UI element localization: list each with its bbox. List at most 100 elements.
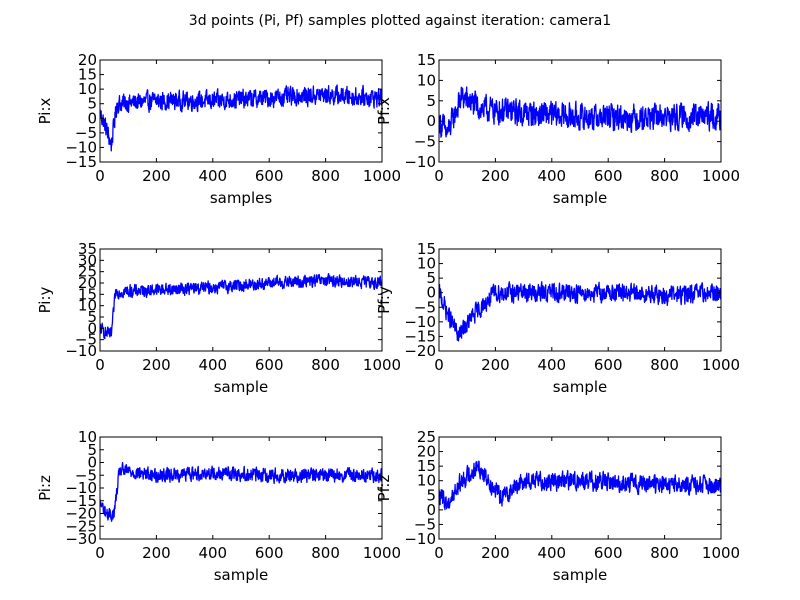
y-tick-label: 0 bbox=[426, 112, 436, 130]
y-tick-label: 15 bbox=[78, 66, 97, 84]
x-tick-label: 1000 bbox=[702, 167, 740, 185]
y-axis-label: Pf:z bbox=[375, 475, 393, 502]
axes-frame bbox=[438, 59, 722, 163]
subplot-6: 0 200 400 600 800 1000−10−50510152025samplePf… bbox=[375, 428, 740, 584]
y-tick-label: 15 bbox=[417, 457, 436, 475]
y-tick-label: −5 bbox=[414, 298, 436, 316]
x-tick-label: 200 bbox=[481, 356, 510, 374]
y-tick-label: 10 bbox=[78, 297, 97, 315]
y-tick-label: −30 bbox=[65, 530, 97, 548]
x-axis-label: sample bbox=[214, 378, 269, 396]
y-tick-label: 0 bbox=[426, 284, 436, 302]
y-tick-label: 5 bbox=[87, 441, 97, 459]
x-tick-label: 0 bbox=[95, 167, 105, 185]
y-axis-label: Pi:y bbox=[36, 286, 54, 313]
series-line bbox=[439, 460, 721, 511]
y-tick-label: −20 bbox=[404, 342, 436, 360]
y-tick-label: −10 bbox=[65, 138, 97, 156]
x-tick-label: 1000 bbox=[363, 544, 401, 562]
subplot-5: 0 200 400 600 800 1000−30−25−20−15−10−50510sa… bbox=[36, 428, 401, 584]
x-tick-label: 400 bbox=[198, 167, 227, 185]
x-tick-label: 600 bbox=[594, 167, 623, 185]
y-tick-label: −5 bbox=[414, 515, 436, 533]
y-tick-label: 10 bbox=[417, 255, 436, 273]
axes-frame bbox=[438, 248, 722, 352]
y-tick-label: −5 bbox=[75, 466, 97, 484]
x-tick-label: 400 bbox=[537, 544, 566, 562]
y-tick-label: 25 bbox=[417, 428, 436, 446]
y-tick-label: −10 bbox=[404, 313, 436, 331]
x-tick-label: 1000 bbox=[363, 167, 401, 185]
y-tick-label: 20 bbox=[78, 51, 97, 69]
series-line bbox=[439, 281, 721, 342]
x-tick-label: 400 bbox=[537, 356, 566, 374]
y-tick-label: 10 bbox=[417, 472, 436, 490]
x-tick-label: 600 bbox=[255, 167, 284, 185]
y-axis-label: Pi:z bbox=[36, 475, 54, 501]
x-tick-label: 800 bbox=[650, 356, 679, 374]
series-line bbox=[100, 272, 382, 340]
y-tick-label: −15 bbox=[65, 492, 97, 510]
axes-frame bbox=[99, 248, 383, 352]
x-tick-label: 200 bbox=[481, 167, 510, 185]
y-tick-label: 10 bbox=[417, 71, 436, 89]
x-axis-label: sample bbox=[553, 566, 608, 584]
x-tick-label: 200 bbox=[481, 544, 510, 562]
y-tick-label: 20 bbox=[78, 274, 97, 292]
axes-frame bbox=[99, 59, 383, 163]
figure-title: 3d points (Pi, Pf) samples plotted again… bbox=[189, 13, 611, 29]
x-axis-label: sample bbox=[214, 566, 269, 584]
y-tick-label: 20 bbox=[417, 443, 436, 461]
y-tick-label: 0 bbox=[87, 109, 97, 127]
y-tick-label: −5 bbox=[414, 133, 436, 151]
x-tick-label: 200 bbox=[142, 167, 171, 185]
y-tick-label: −5 bbox=[75, 124, 97, 142]
x-tick-label: 1000 bbox=[702, 544, 740, 562]
y-tick-label: 0 bbox=[426, 501, 436, 519]
y-tick-label: 10 bbox=[78, 80, 97, 98]
x-tick-label: 400 bbox=[537, 167, 566, 185]
y-tick-label: −15 bbox=[65, 153, 97, 171]
subplot-4: 0 200 400 600 800 1000−20−15−10−5051015sample… bbox=[375, 240, 740, 396]
y-tick-label: −10 bbox=[65, 479, 97, 497]
x-axis-label: samples bbox=[210, 189, 273, 207]
y-tick-label: −15 bbox=[404, 327, 436, 345]
y-tick-label: −10 bbox=[65, 342, 97, 360]
y-tick-label: 15 bbox=[417, 240, 436, 258]
x-tick-label: 0 bbox=[95, 544, 105, 562]
y-tick-label: 25 bbox=[78, 263, 97, 281]
series-line bbox=[100, 84, 382, 152]
x-tick-label: 0 bbox=[434, 167, 444, 185]
series-line bbox=[100, 461, 382, 522]
x-tick-label: 400 bbox=[198, 544, 227, 562]
x-tick-label: 200 bbox=[142, 544, 171, 562]
y-axis-label: Pf:y bbox=[375, 286, 393, 314]
x-tick-label: 800 bbox=[650, 167, 679, 185]
x-tick-label: 800 bbox=[650, 544, 679, 562]
x-tick-label: 600 bbox=[594, 544, 623, 562]
y-tick-label: 0 bbox=[87, 319, 97, 337]
y-tick-label: −20 bbox=[65, 505, 97, 523]
y-tick-label: 15 bbox=[417, 51, 436, 69]
x-axis-label: sample bbox=[553, 189, 608, 207]
x-tick-label: 200 bbox=[142, 356, 171, 374]
x-tick-label: 600 bbox=[594, 356, 623, 374]
x-tick-label: 600 bbox=[255, 544, 284, 562]
y-tick-label: −10 bbox=[404, 530, 436, 548]
y-tick-label: 5 bbox=[87, 95, 97, 113]
x-tick-label: 0 bbox=[95, 356, 105, 374]
subplot-3: 0 200 400 600 800 1000−10−505101520253035samp… bbox=[36, 240, 401, 396]
y-axis-label: Pf:x bbox=[375, 97, 393, 125]
y-tick-label: 5 bbox=[87, 308, 97, 326]
subplot-1: 0 200 400 600 800 1000−15−10−505101520samples… bbox=[36, 51, 401, 207]
y-tick-label: 15 bbox=[78, 285, 97, 303]
y-tick-label: 10 bbox=[78, 428, 97, 446]
x-tick-label: 800 bbox=[311, 544, 340, 562]
x-axis-label: sample bbox=[553, 378, 608, 396]
y-tick-label: 5 bbox=[426, 269, 436, 287]
subplots-grid: 0 200 400 600 800 1000−15−10−505101520samples… bbox=[36, 51, 740, 584]
x-tick-label: 800 bbox=[311, 167, 340, 185]
x-tick-label: 1000 bbox=[702, 356, 740, 374]
x-tick-label: 600 bbox=[255, 356, 284, 374]
